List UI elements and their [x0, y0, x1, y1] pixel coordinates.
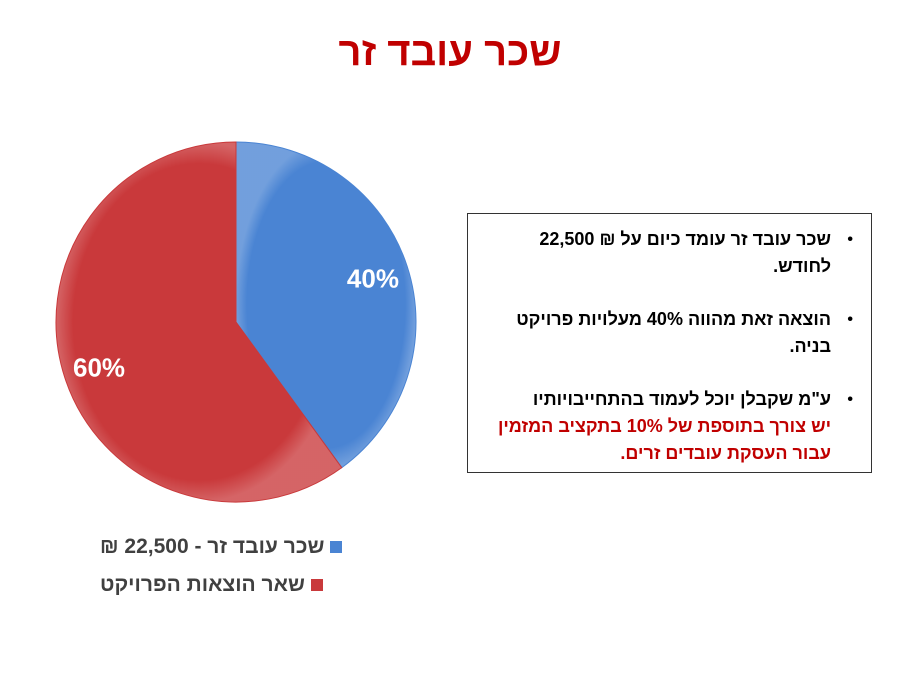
- legend-item-other-project-costs: שאר הוצאות הפרויקט: [100, 570, 400, 600]
- legend-swatch-red: [310, 579, 323, 591]
- bullet-text: שכר עובד זר עומד כיום על ₪ 22,500 לחודש.: [539, 229, 831, 276]
- legend-swatch-blue: [330, 541, 343, 553]
- pie-slice-0: [235, 141, 417, 469]
- chart-legend: שכר עובד זר - 22,500 ₪ שאר הוצאות הפרויק…: [100, 532, 400, 608]
- bullet-highlight-text: יש צורך בתוספת של 10% בתקציב המזמין עבור…: [497, 416, 831, 463]
- bullet-list: • שכר עובד זר עומד כיום על ₪ 22,500 לחוד…: [482, 226, 853, 467]
- pie-chart: 40% 60%: [55, 141, 417, 503]
- legend-label: שכר עובד זר - 22,500 ₪: [100, 535, 325, 558]
- legend-item-foreign-worker-wage: שכר עובד זר - 22,500 ₪: [100, 532, 400, 562]
- legend-label: שאר הוצאות הפרויקט: [100, 573, 305, 596]
- bullet-text: הוצאה זאת מהווה 40% מעלויות פרויקט בניה.: [516, 309, 831, 356]
- bullet-icon: •: [847, 311, 853, 328]
- info-box: • שכר עובד זר עומד כיום על ₪ 22,500 לחוד…: [467, 213, 872, 473]
- bullet-item: • הוצאה זאת מהווה 40% מעלויות פרויקט בני…: [482, 306, 853, 360]
- bullet-text: ע"מ שקבלן יוכל לעמוד בהתחייבויותיו: [532, 389, 831, 409]
- bullet-icon: •: [847, 391, 853, 408]
- bullet-icon: •: [847, 231, 853, 248]
- slide-title: שכר עובד זר: [338, 30, 562, 74]
- bullet-item: • שכר עובד זר עומד כיום על ₪ 22,500 לחוד…: [482, 226, 853, 280]
- pie-data-label-1: 60%: [73, 352, 125, 382]
- bullet-item: • ע"מ שקבלן יוכל לעמוד בהתחייבויותיו יש …: [482, 386, 853, 467]
- pie-slice-1: [55, 141, 343, 503]
- pie-data-label-0: 40%: [347, 264, 399, 294]
